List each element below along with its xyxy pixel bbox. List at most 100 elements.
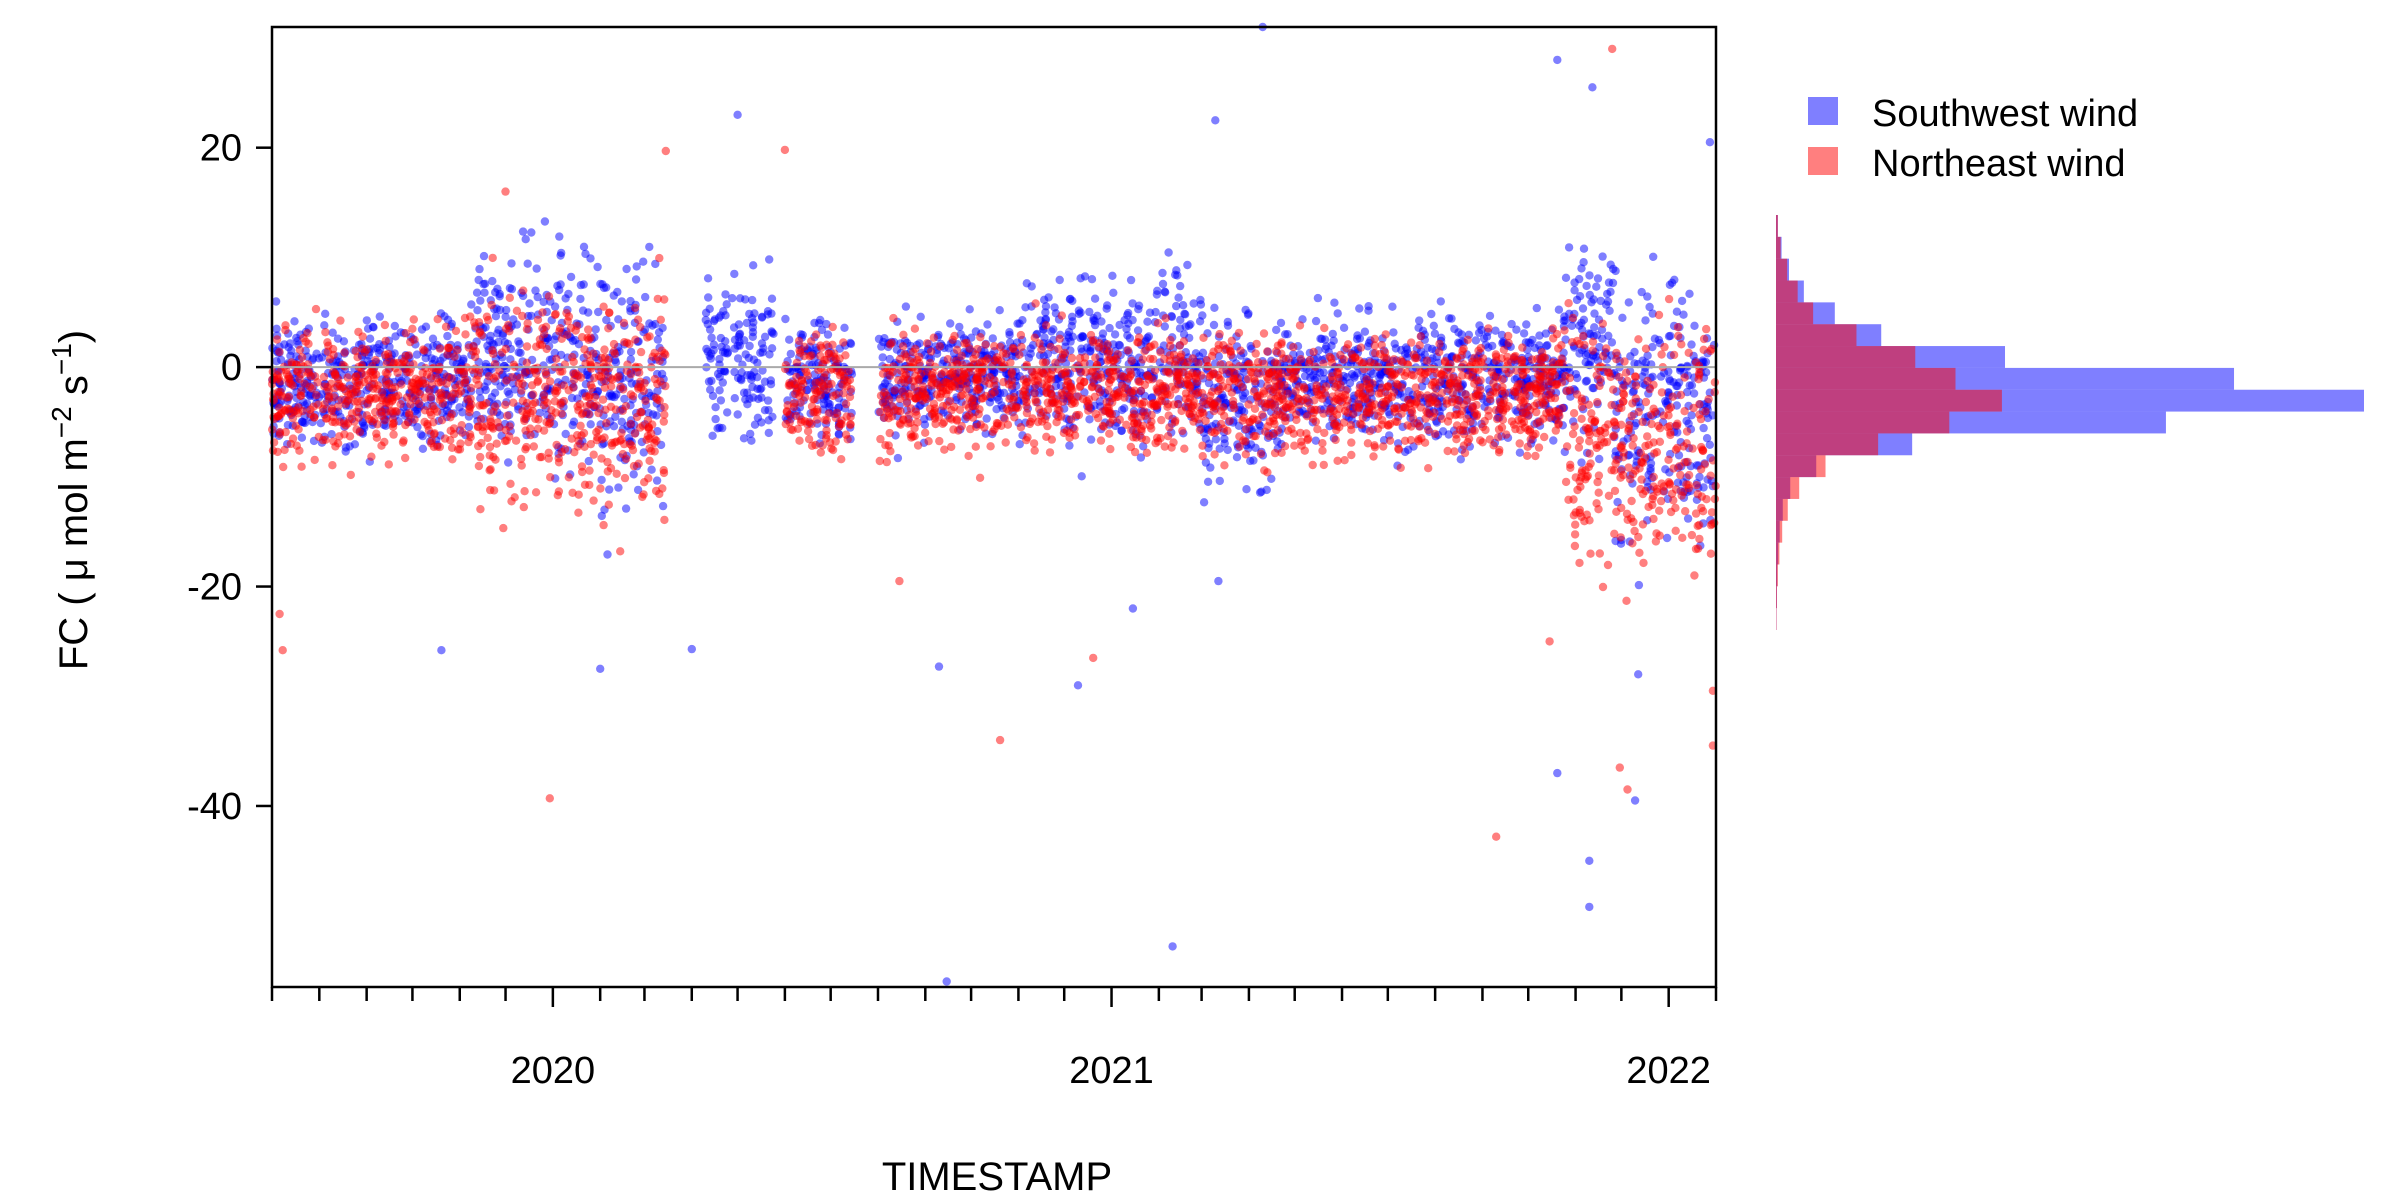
southwest-point xyxy=(1313,293,1323,303)
northeast-point xyxy=(409,315,418,324)
southwest-point xyxy=(1026,349,1035,358)
northeast-point xyxy=(1175,341,1184,350)
southwest-point xyxy=(418,444,428,453)
northeast-point xyxy=(589,349,598,358)
southwest-point xyxy=(620,394,629,404)
northeast-point xyxy=(1022,435,1031,445)
southwest-point xyxy=(1126,275,1136,285)
northeast-point xyxy=(947,442,956,452)
northeast-point xyxy=(340,430,349,439)
northeast-point xyxy=(952,345,962,354)
northeast-point xyxy=(488,253,497,263)
southwest-point xyxy=(510,385,520,394)
southwest-point xyxy=(1076,308,1085,317)
southwest-point xyxy=(1305,367,1314,376)
southwest-point xyxy=(555,285,564,295)
southwest-point xyxy=(1128,315,1137,325)
southwest-point xyxy=(1061,342,1070,351)
northeast-point xyxy=(510,493,519,502)
northeast-point xyxy=(578,408,588,418)
southwest-point xyxy=(1267,474,1276,483)
northeast-point xyxy=(1241,450,1251,459)
northeast-point xyxy=(1318,446,1327,455)
southwest-point xyxy=(728,294,737,303)
northeast-point xyxy=(638,421,648,430)
northeast-point xyxy=(1134,377,1143,386)
northeast-point xyxy=(896,420,905,429)
northeast-point xyxy=(492,372,501,381)
southwest-point xyxy=(507,259,516,268)
northeast-point xyxy=(455,380,464,389)
northeast-point xyxy=(1381,330,1390,339)
southwest-point xyxy=(1120,404,1129,413)
northeast-point xyxy=(1534,443,1544,452)
northeast-point xyxy=(799,379,808,389)
northeast-point xyxy=(554,458,564,467)
northeast-point xyxy=(1468,427,1477,436)
southwest-point xyxy=(1415,316,1424,325)
southwest-point xyxy=(1085,347,1095,356)
southwest-point xyxy=(1683,361,1692,371)
northeast-point xyxy=(573,402,582,411)
northeast-point xyxy=(1376,349,1385,359)
northeast-point xyxy=(822,430,831,440)
northeast-point xyxy=(1457,407,1467,416)
northeast-point xyxy=(489,407,498,417)
northeast-point xyxy=(653,379,662,389)
southwest-point xyxy=(705,304,714,313)
northeast-point xyxy=(957,351,966,360)
southwest-point xyxy=(703,347,712,356)
southwest-point xyxy=(1102,304,1111,313)
southwest-point xyxy=(1174,293,1183,302)
southwest-point xyxy=(710,315,719,324)
northeast-point xyxy=(881,441,890,450)
northeast-point xyxy=(541,322,551,331)
southwest-point xyxy=(1133,326,1143,335)
northeast-point xyxy=(563,330,572,339)
southwest-point xyxy=(578,306,588,315)
northeast-point xyxy=(981,391,990,401)
northeast-point xyxy=(1022,401,1031,411)
southwest-point xyxy=(706,385,715,394)
northeast-point xyxy=(1130,386,1139,395)
southwest-point xyxy=(988,334,997,343)
southwest-point xyxy=(703,319,712,329)
northeast-point xyxy=(1421,369,1430,378)
northeast-point xyxy=(1250,374,1259,383)
northeast-point xyxy=(474,380,483,390)
northeast-point xyxy=(544,292,554,301)
northeast-point xyxy=(601,405,610,414)
southwest-point xyxy=(1592,282,1601,291)
northeast-point xyxy=(981,340,990,349)
northeast-point xyxy=(1149,354,1158,364)
southwest-point xyxy=(309,354,318,363)
northeast-point xyxy=(885,395,894,404)
northeast-point xyxy=(440,434,450,443)
northeast-point xyxy=(330,393,339,402)
northeast-point xyxy=(1295,321,1305,330)
northeast-point xyxy=(337,395,346,404)
southwest-point xyxy=(721,290,730,299)
northeast-point xyxy=(1279,354,1288,363)
northeast-point xyxy=(910,432,919,441)
southwest-point xyxy=(1115,320,1124,330)
northeast-point xyxy=(361,371,370,380)
northeast-point xyxy=(818,441,827,450)
northeast-point xyxy=(636,347,646,357)
northeast-point xyxy=(620,338,629,347)
northeast-point xyxy=(645,456,654,465)
northeast-point xyxy=(630,429,640,438)
northeast-point xyxy=(570,448,579,457)
northeast-point xyxy=(1370,334,1380,344)
southwest-point xyxy=(1695,472,1704,482)
northeast-point xyxy=(1147,417,1156,426)
northeast-point xyxy=(651,486,661,496)
northeast-point xyxy=(407,382,416,391)
northeast-point xyxy=(1140,380,1150,390)
southwest-point xyxy=(1005,330,1014,339)
southwest-point xyxy=(744,353,753,363)
northeast-point xyxy=(371,355,380,365)
southwest-point xyxy=(1561,273,1571,282)
southwest-point xyxy=(1201,458,1211,467)
southwest-point xyxy=(1125,334,1135,343)
